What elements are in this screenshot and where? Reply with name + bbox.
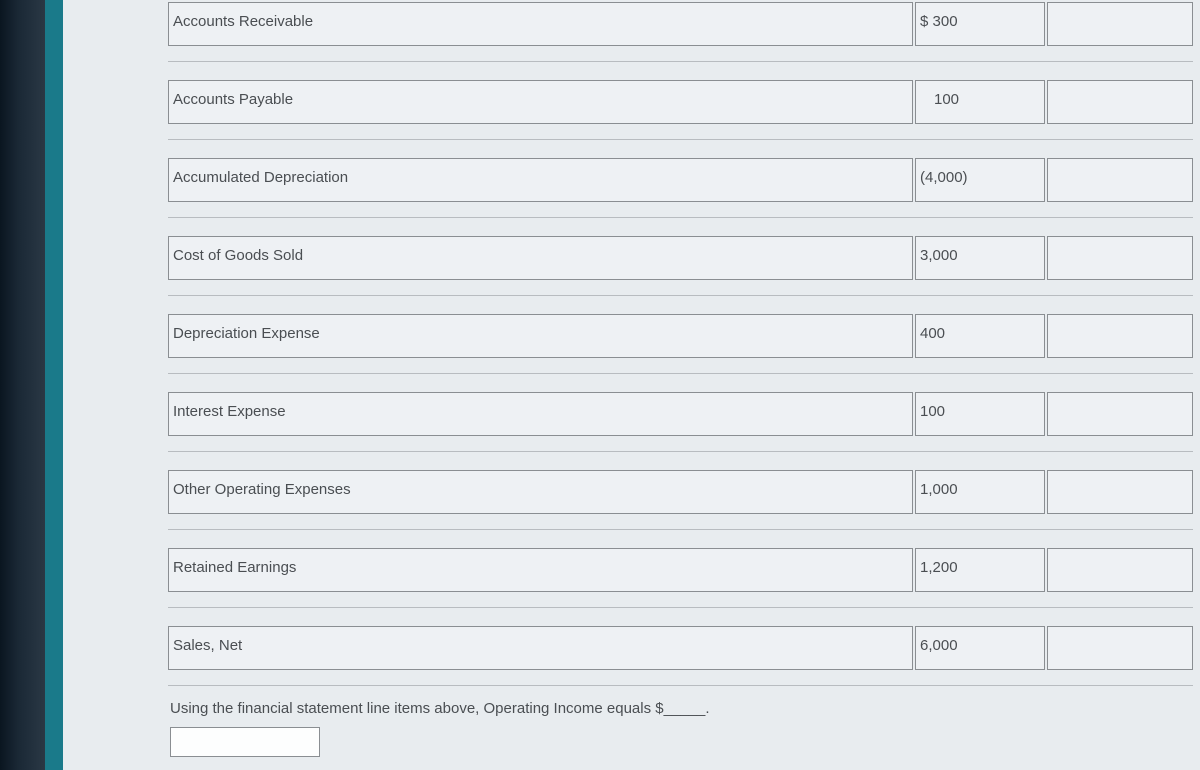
account-value-cell: (4,000) bbox=[915, 158, 1045, 202]
spacer-cell bbox=[1047, 314, 1193, 358]
answer-input[interactable] bbox=[170, 727, 320, 757]
account-label-cell: Depreciation Expense bbox=[168, 314, 913, 358]
table-row: Interest Expense 100 bbox=[168, 374, 1193, 452]
table-row: Retained Earnings 1,200 bbox=[168, 530, 1193, 608]
account-label-cell: Accounts Receivable bbox=[168, 2, 913, 46]
account-label-cell: Accumulated Depreciation bbox=[168, 158, 913, 202]
account-value-cell: 100 bbox=[915, 392, 1045, 436]
spacer-cell bbox=[1047, 80, 1193, 124]
table-row: Accumulated Depreciation (4,000) bbox=[168, 140, 1193, 218]
financial-table: Accounts Receivable $ 300 Accounts Payab… bbox=[168, 0, 1193, 757]
table-row: Accounts Payable 100 bbox=[168, 62, 1193, 140]
spacer-cell bbox=[1047, 2, 1193, 46]
account-label-cell: Retained Earnings bbox=[168, 548, 913, 592]
account-value-cell: 3,000 bbox=[915, 236, 1045, 280]
table-row: Depreciation Expense 400 bbox=[168, 296, 1193, 374]
account-label-cell: Sales, Net bbox=[168, 626, 913, 670]
table-row: Sales, Net 6,000 bbox=[168, 608, 1193, 686]
spacer-cell bbox=[1047, 158, 1193, 202]
monitor-bezel bbox=[0, 0, 45, 770]
account-value-cell: 1,000 bbox=[915, 470, 1045, 514]
table-row: Cost of Goods Sold 3,000 bbox=[168, 218, 1193, 296]
account-value-cell: 100 bbox=[915, 80, 1045, 124]
account-label-cell: Other Operating Expenses bbox=[168, 470, 913, 514]
account-value-cell: 400 bbox=[915, 314, 1045, 358]
account-value-cell: 6,000 bbox=[915, 626, 1045, 670]
spacer-cell bbox=[1047, 548, 1193, 592]
table-row: Other Operating Expenses 1,000 bbox=[168, 452, 1193, 530]
account-value-cell: 1,200 bbox=[915, 548, 1045, 592]
spacer-cell bbox=[1047, 470, 1193, 514]
account-value-cell: $ 300 bbox=[915, 2, 1045, 46]
account-label-cell: Interest Expense bbox=[168, 392, 913, 436]
spacer-cell bbox=[1047, 626, 1193, 670]
spacer-cell bbox=[1047, 236, 1193, 280]
account-label-cell: Accounts Payable bbox=[168, 80, 913, 124]
page-accent-strip bbox=[45, 0, 63, 770]
account-label-cell: Cost of Goods Sold bbox=[168, 236, 913, 280]
question-text: Using the financial statement line items… bbox=[168, 686, 1193, 727]
table-row: Accounts Receivable $ 300 bbox=[168, 0, 1193, 62]
spacer-cell bbox=[1047, 392, 1193, 436]
